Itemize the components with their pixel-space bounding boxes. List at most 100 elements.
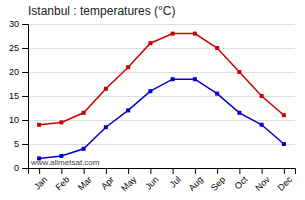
tick-mark [106, 168, 107, 174]
marker [282, 113, 286, 117]
tick-mark [22, 48, 28, 49]
grid-line [28, 144, 295, 145]
tick: 25 [9, 43, 28, 53]
tick-mark [22, 24, 28, 25]
tick-label: 15 [9, 91, 19, 101]
tick: Sep [209, 168, 227, 193]
tick: Jul [168, 168, 183, 190]
tick-label: Jul [168, 174, 183, 189]
tick-label: 30 [9, 19, 19, 29]
tick-label: Nov [253, 174, 272, 193]
tick: Mar [76, 168, 94, 192]
marker [193, 77, 197, 81]
marker [171, 77, 175, 81]
tick-mark [262, 168, 263, 174]
marker [126, 65, 130, 69]
tick-mark [22, 120, 28, 121]
marker [37, 123, 41, 127]
marker [260, 123, 264, 127]
grid [28, 25, 295, 169]
marker [193, 32, 197, 36]
grid-tick [28, 96, 295, 97]
marker [148, 41, 152, 45]
tick-label: Sep [209, 174, 227, 192]
tick: Jan [32, 168, 49, 192]
marker [82, 111, 86, 115]
tick-label: May [119, 174, 138, 193]
tick-label: 0 [14, 163, 19, 173]
annotation: www.allmetsat.com [30, 158, 100, 167]
tick: Nov [253, 168, 272, 193]
tick: Aug [187, 168, 205, 193]
grid-line [28, 96, 295, 97]
tick-label: Feb [54, 174, 72, 192]
marker [237, 111, 241, 115]
series-line [39, 34, 284, 125]
tick-mark [22, 168, 28, 169]
marker [237, 70, 241, 74]
tick: 5 [14, 139, 28, 149]
tick-mark [173, 168, 174, 174]
tick: Oct [233, 168, 250, 191]
marker [148, 89, 152, 93]
tick-label: Dec [276, 174, 295, 193]
marker [260, 94, 264, 98]
marker [82, 147, 86, 151]
tick: Apr [99, 168, 116, 191]
tick-mark [128, 168, 129, 174]
tick-mark [284, 168, 285, 174]
tick: Dec [276, 168, 295, 193]
tick-label: Jan [32, 174, 49, 191]
grid-tick [28, 72, 295, 73]
tick: 20 [9, 67, 28, 77]
grid-tick [28, 144, 295, 145]
tick: Feb [54, 168, 72, 192]
tick: 30 [9, 19, 28, 29]
grid-line [28, 24, 295, 25]
marker [104, 87, 108, 91]
title: Istanbul : temperatures (°C) [28, 4, 176, 18]
tick-label: Jun [143, 174, 160, 191]
tick: May [119, 168, 138, 194]
tick-mark [22, 144, 28, 145]
tick: 0 [14, 163, 28, 173]
tick-mark [150, 168, 151, 174]
marker [215, 92, 219, 96]
axis-line [22, 25, 29, 169]
tick-mark [39, 168, 40, 174]
tick-label: 20 [9, 67, 19, 77]
tick-label: Apr [99, 174, 116, 191]
grid-tick [28, 48, 295, 49]
tick-mark [22, 96, 28, 97]
tick-mark [239, 168, 240, 174]
axis-line [29, 169, 296, 175]
grid-tick [28, 24, 295, 25]
marker [104, 125, 108, 129]
marks [37, 32, 286, 161]
series-line [39, 79, 284, 158]
tick-mark [84, 168, 85, 174]
tick-mark [22, 72, 28, 73]
tick-mark [217, 168, 218, 174]
marker [171, 32, 175, 36]
tick-mark [195, 168, 196, 174]
tick-label: 5 [14, 139, 19, 149]
tick-label: Aug [187, 174, 205, 192]
tick-label: 25 [9, 43, 19, 53]
x-axis: Jan FebMar AprMay Jun Jul AugSep OctNovDec [29, 168, 296, 194]
marker [215, 46, 219, 50]
tick-mark [61, 168, 62, 174]
tick: 15 [9, 91, 28, 101]
y-axis: 0 5 10 15 20 25 30 [9, 19, 29, 173]
marker [59, 120, 63, 124]
tick-label: Oct [233, 174, 250, 191]
tick: Jun [143, 168, 160, 192]
grid-line [28, 72, 295, 73]
grid-line [28, 48, 295, 49]
chart: Istanbul : temperatures (°C) 0 5 10 15 20 25 30… [0, 0, 305, 200]
tick-label: 10 [9, 115, 19, 125]
tick-label: Mar [76, 174, 94, 192]
plot: 0 5 10 15 20 25 30 Jan FebMar AprMay Jun Jul AugSep O… [9, 19, 296, 193]
marker [282, 142, 286, 146]
tick: 10 [9, 115, 28, 125]
